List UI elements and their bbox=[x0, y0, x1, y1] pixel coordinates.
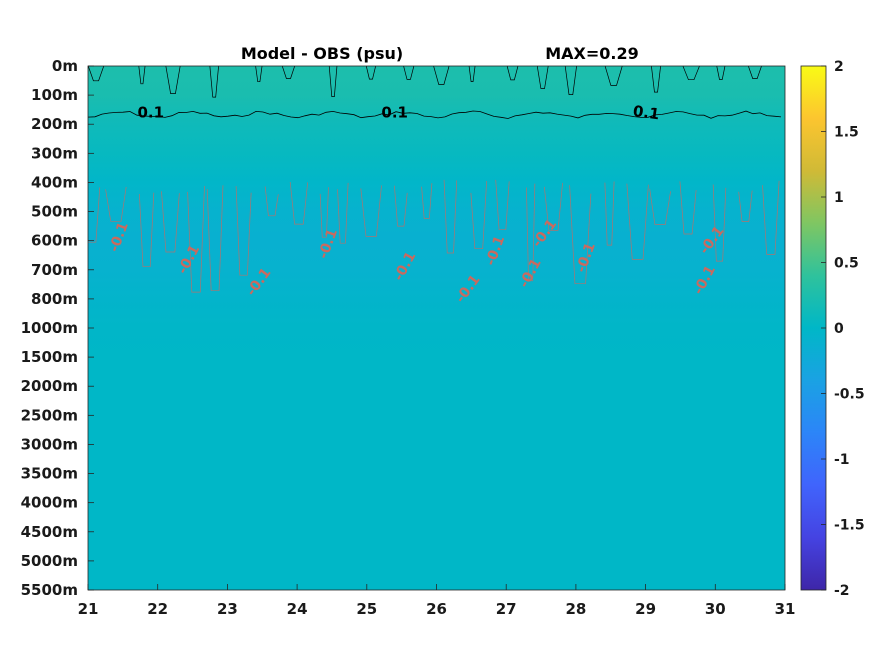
contour-line-negative bbox=[319, 187, 329, 238]
contour-line-positive bbox=[506, 66, 519, 81]
contour-line-positive bbox=[748, 66, 762, 79]
contour-line-negative bbox=[187, 185, 205, 293]
x-tick-label: 27 bbox=[496, 600, 517, 618]
contour-line-negative bbox=[105, 186, 127, 222]
contour-line-negative bbox=[738, 190, 753, 222]
contour-line-positive bbox=[403, 66, 415, 80]
y-tick-label: 1500m bbox=[21, 348, 78, 366]
colorbar-tick-label: -2 bbox=[834, 583, 850, 599]
contour-line-positive bbox=[138, 66, 146, 85]
x-tick-label: 31 bbox=[775, 600, 796, 618]
plot-area: 0.1 0.1 0.1-0.1-0.1-0.1-0.1-0.1-0.1-0.1-0.… bbox=[88, 66, 785, 590]
y-tick-label: 500m bbox=[31, 203, 78, 221]
colorbar-axis: 2 1.5 1 0.5 0 -0.5 -1 -1.5 -2 bbox=[821, 59, 865, 599]
x-tick-label: 23 bbox=[217, 600, 238, 618]
y-tick-label: 700m bbox=[31, 261, 78, 279]
contour-line-positive bbox=[433, 66, 450, 85]
x-tick-label: 30 bbox=[705, 600, 726, 618]
contour-line-negative bbox=[543, 182, 563, 231]
colorbar-tick-label: 0.5 bbox=[834, 256, 859, 272]
contour-label: 0.1 bbox=[137, 104, 164, 122]
contour-line-negative bbox=[443, 179, 458, 254]
contour-label: 0.1 bbox=[381, 104, 408, 122]
contour-line-negative bbox=[626, 183, 649, 260]
contour-line-positive bbox=[281, 66, 296, 79]
y-tick-label: 100m bbox=[31, 86, 78, 104]
y-tick-label: 5000m bbox=[21, 552, 78, 570]
contour-line-positive bbox=[564, 66, 577, 95]
contour-line-positive bbox=[716, 66, 726, 80]
contour-line-positive bbox=[165, 66, 181, 94]
colorbar-tick-label: 1 bbox=[834, 190, 844, 206]
contour-line-negative bbox=[526, 183, 536, 282]
x-tick-label: 24 bbox=[287, 600, 308, 618]
contour-line-negative bbox=[139, 192, 155, 268]
y-tick-label: 600m bbox=[31, 232, 78, 250]
colorbar-tick-label: -0.5 bbox=[834, 387, 865, 403]
y-tick-label: 2000m bbox=[21, 377, 78, 395]
contour-line-positive bbox=[328, 66, 338, 97]
y-tick-label: 5500m bbox=[21, 581, 78, 599]
colorbar-tick-label: 1.5 bbox=[834, 125, 859, 141]
contour-line-negative bbox=[569, 185, 592, 285]
contour-line-positive bbox=[604, 66, 623, 86]
contour-label: 0.1 bbox=[632, 102, 661, 124]
contour-line-positive bbox=[255, 66, 263, 83]
contour-line-negative bbox=[470, 180, 487, 250]
contour-line-positive bbox=[88, 66, 105, 82]
x-tick-label: 26 bbox=[426, 600, 447, 618]
contour-line-negative bbox=[206, 185, 224, 292]
contour-line-positive bbox=[365, 66, 376, 80]
contour-line-negative bbox=[360, 185, 382, 237]
colorbar-tick-label: -1 bbox=[834, 452, 850, 468]
positive-contours bbox=[88, 66, 782, 119]
y-tick-label: 4000m bbox=[21, 494, 78, 512]
contour-line-positive bbox=[209, 66, 219, 98]
y-tick-label: 3000m bbox=[21, 435, 78, 453]
contour-line-negative bbox=[337, 182, 349, 244]
colorbar-tick-label: 0 bbox=[834, 321, 844, 337]
chart-title: Model - OBS (psu) bbox=[241, 44, 403, 63]
colorbar-tick-label: -1.5 bbox=[834, 518, 865, 534]
contour-line-negative bbox=[161, 191, 180, 253]
y-tick-label: 0m bbox=[52, 57, 78, 75]
y-tick-label: 3500m bbox=[21, 465, 78, 483]
contour-line-negative bbox=[394, 185, 408, 227]
x-tick-label: 28 bbox=[565, 600, 586, 618]
x-tick-label: 25 bbox=[356, 600, 377, 618]
contour-line-negative bbox=[235, 186, 252, 276]
contour-line-negative bbox=[421, 183, 433, 219]
contour-line-positive bbox=[682, 66, 700, 81]
contour-line-negative bbox=[264, 186, 279, 217]
x-axis: 21 22 23 24 25 26 27 28 29 30 31 bbox=[78, 584, 796, 618]
contour-line-negative bbox=[712, 184, 727, 262]
negative-contours bbox=[88, 179, 780, 293]
contour-line-negative bbox=[88, 187, 101, 243]
colorbar-tick-label: 2 bbox=[834, 59, 844, 75]
contour-line-negative bbox=[762, 180, 780, 255]
y-tick-label: 300m bbox=[31, 144, 78, 162]
contour-line-positive bbox=[88, 110, 782, 119]
contour-line-negative bbox=[495, 179, 510, 231]
max-label: MAX=0.29 bbox=[545, 44, 639, 63]
x-tick-label: 22 bbox=[147, 600, 168, 618]
contour-line-negative bbox=[679, 181, 697, 235]
x-tick-label: 21 bbox=[78, 600, 99, 618]
salinity-field bbox=[88, 66, 785, 590]
y-tick-label: 1000m bbox=[21, 319, 78, 337]
contour-line-positive bbox=[468, 66, 476, 82]
contour-line-positive bbox=[536, 66, 549, 89]
x-tick-label: 29 bbox=[635, 600, 656, 618]
contour-line-positive bbox=[651, 66, 661, 93]
contour-line-negative bbox=[649, 188, 671, 225]
y-axis: 0m 100m 200m 300m 400m 500m 600m 700m 800m 1000m 1… bbox=[21, 57, 94, 599]
y-tick-label: 200m bbox=[31, 115, 78, 133]
y-tick-label: 800m bbox=[31, 290, 78, 308]
y-tick-label: 400m bbox=[31, 173, 78, 191]
y-tick-label: 2500m bbox=[21, 406, 78, 424]
contour-line-negative bbox=[289, 181, 309, 225]
contour-line-negative bbox=[604, 181, 615, 246]
y-tick-label: 4500m bbox=[21, 523, 78, 541]
